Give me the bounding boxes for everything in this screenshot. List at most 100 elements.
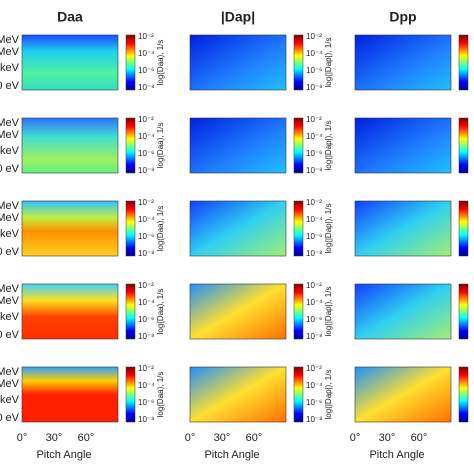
colorbar-tick-label: 10⁻²	[306, 364, 322, 373]
colorbar-tick-label: 10⁻²	[306, 281, 322, 290]
colorbar	[125, 200, 136, 257]
colorbar-tick-label: 10⁻⁶	[306, 232, 322, 241]
colorbar-label: log(|Dap|), 1/s	[324, 38, 333, 88]
colorbar-label: log(Daa), 1/s	[156, 372, 165, 418]
column-title: Daa	[57, 9, 83, 25]
colorbar-tick-label: 10⁻⁴	[306, 381, 323, 390]
colorbar-tick-label: 10⁻⁸	[138, 332, 155, 341]
y-tick-label: 0 eV	[0, 80, 20, 92]
y-tick-label: 0 eV	[0, 329, 20, 341]
y-tick-label: 0 eV	[0, 163, 20, 175]
colorbar-tick-label: 10⁻⁶	[138, 315, 154, 324]
colorbar-tick-label: 10⁻⁴	[138, 132, 155, 141]
colorbar	[125, 366, 136, 423]
colorbar-tick-label: 10⁻²	[138, 198, 154, 207]
heatmap	[21, 283, 119, 340]
colorbar	[293, 200, 304, 257]
colorbar-label: log(Daa), 1/s	[156, 40, 165, 86]
x-tick-label: 0°	[350, 432, 361, 444]
colorbar-tick-label: 10⁻⁶	[138, 232, 154, 241]
heatmap	[189, 34, 287, 91]
x-tick-label: 60°	[411, 432, 428, 444]
y-tick-label: MeV	[0, 212, 20, 224]
colorbar	[458, 117, 469, 174]
heatmap	[354, 200, 452, 257]
colorbar-tick-label: 10⁻²	[138, 364, 154, 373]
y-tick-label: 0 eV	[0, 412, 20, 424]
colorbar-tick-label: 10⁻⁶	[306, 66, 322, 75]
heatmap	[21, 366, 119, 423]
colorbar-tick-label: 10⁻⁴	[306, 298, 323, 307]
column-title: |Dap|	[221, 9, 255, 25]
colorbar-tick-label: 10⁻⁶	[138, 66, 154, 75]
colorbar-tick-label: 10⁻⁸	[138, 83, 155, 92]
colorbar-tick-label: 10⁻⁴	[306, 215, 323, 224]
colorbar	[125, 283, 136, 340]
colorbar	[293, 366, 304, 423]
colorbar-label: log(|Dap|), 1/s	[324, 121, 333, 171]
x-axis-label: Pitch Angle	[204, 449, 259, 461]
colorbar-label: log(|Dap|), 1/s	[324, 370, 333, 420]
colorbar-label: log(Daa), 1/s	[156, 206, 165, 252]
x-tick-label: 30°	[214, 432, 231, 444]
colorbar-tick-label: 10⁻²	[306, 32, 322, 41]
colorbar-tick-label: 10⁻⁴	[138, 49, 155, 58]
colorbar-tick-label: 10⁻²	[138, 32, 154, 41]
heatmap	[21, 34, 119, 91]
heatmap	[189, 200, 287, 257]
colorbar	[293, 34, 304, 91]
y-tick-label: MeV	[0, 283, 20, 295]
colorbar-tick-label: 10⁻⁸	[306, 83, 323, 92]
heatmap	[354, 34, 452, 91]
colorbar-tick-label: 10⁻⁴	[138, 215, 155, 224]
x-tick-label: 0°	[17, 432, 28, 444]
heatmap	[21, 200, 119, 257]
colorbar-tick-label: 10⁻⁴	[306, 132, 323, 141]
x-tick-label: 60°	[246, 432, 263, 444]
colorbar-tick-label: 10⁻⁸	[306, 166, 323, 175]
y-tick-label: keV	[0, 228, 20, 240]
colorbar	[125, 34, 136, 91]
y-tick-label: MeV	[0, 129, 20, 141]
heatmap	[354, 117, 452, 174]
y-tick-label: MeV	[0, 46, 20, 58]
colorbar	[458, 366, 469, 423]
heatmap	[189, 117, 287, 174]
heatmap	[21, 117, 119, 174]
x-tick-label: 0°	[185, 432, 196, 444]
colorbar-label: log(Daa), 1/s	[156, 289, 165, 335]
x-tick-label: 30°	[379, 432, 396, 444]
colorbar-tick-label: 10⁻⁸	[306, 332, 323, 341]
colorbar-tick-label: 10⁻⁸	[138, 415, 155, 424]
colorbar-tick-label: 10⁻⁶	[306, 315, 322, 324]
y-tick-label: MeV	[0, 117, 20, 129]
colorbar	[293, 283, 304, 340]
y-tick-label: keV	[0, 62, 20, 74]
y-tick-label: MeV	[0, 366, 20, 378]
y-tick-label: 0 eV	[0, 246, 20, 258]
y-tick-label: MeV	[0, 34, 20, 46]
heatmap	[354, 366, 452, 423]
colorbar-tick-label: 10⁻⁶	[306, 398, 322, 407]
colorbar	[458, 200, 469, 257]
x-axis-label: Pitch Angle	[36, 449, 91, 461]
y-tick-label: keV	[0, 394, 20, 406]
colorbar-tick-label: 10⁻⁸	[306, 415, 323, 424]
column-title: Dpp	[389, 9, 416, 25]
colorbar-tick-label: 10⁻²	[306, 198, 322, 207]
colorbar-tick-label: 10⁻⁸	[306, 249, 323, 258]
x-tick-label: 30°	[46, 432, 63, 444]
colorbar	[125, 117, 136, 174]
heatmap	[189, 283, 287, 340]
colorbar-tick-label: 10⁻⁶	[306, 149, 322, 158]
x-axis-label: Pitch Angle	[369, 449, 424, 461]
y-tick-label: keV	[0, 311, 20, 323]
colorbar-tick-label: 10⁻⁶	[138, 398, 154, 407]
colorbar	[458, 283, 469, 340]
colorbar-tick-label: 10⁻⁴	[138, 381, 155, 390]
y-tick-label: MeV	[0, 378, 20, 390]
colorbar-tick-label: 10⁻⁴	[306, 49, 323, 58]
colorbar-tick-label: 10⁻²	[138, 115, 154, 124]
heatmap	[189, 366, 287, 423]
